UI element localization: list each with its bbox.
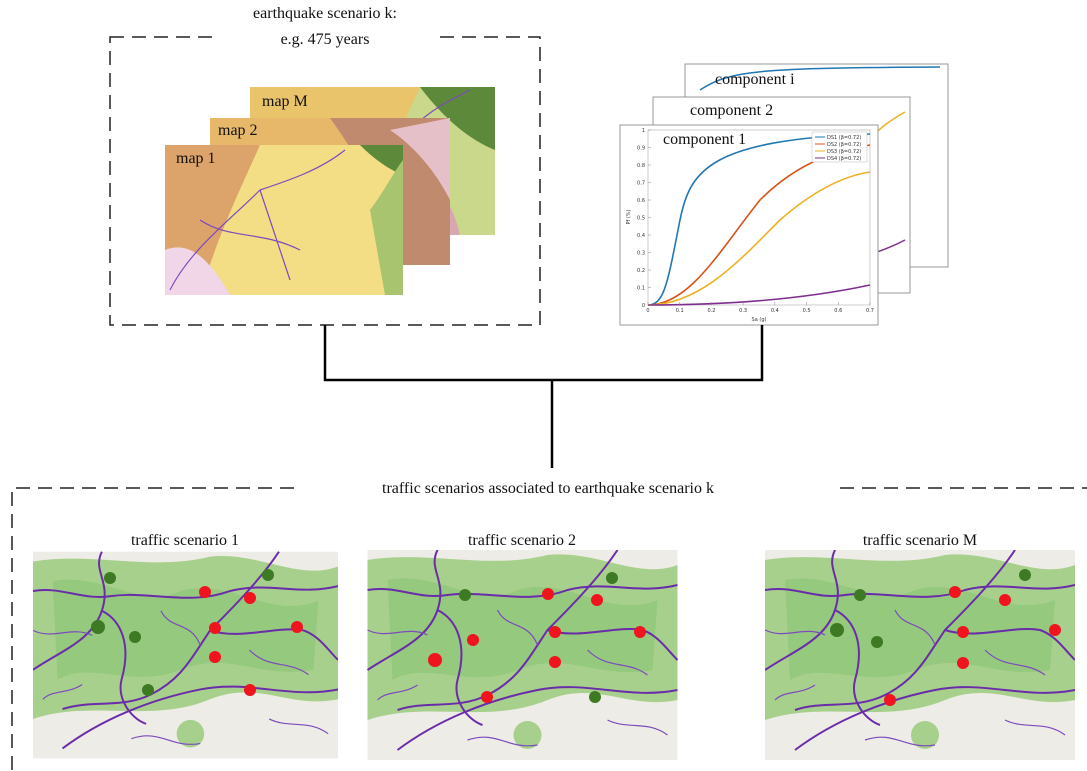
x-tick-label: 0.6	[834, 308, 842, 314]
y-axis-label: Pf (%)	[626, 209, 632, 224]
scenario-label: traffic scenario 2	[468, 532, 576, 549]
hazard-map-1	[165, 145, 403, 295]
y-tick-label: 0.8	[637, 163, 645, 169]
x-tick-label: 0	[646, 308, 649, 314]
y-tick-label: 0.4	[637, 233, 645, 239]
y-tick-label: 0.3	[637, 251, 645, 257]
map-label: map M	[262, 93, 308, 110]
y-tick-label: 0.1	[637, 286, 645, 292]
connector	[325, 325, 762, 468]
legend-entry: DS1 (β=0.72)	[827, 135, 861, 141]
traffic-map-2	[368, 550, 678, 760]
y-tick-label: 0.2	[637, 268, 645, 274]
y-tick-label: 0.7	[637, 181, 645, 187]
x-tick-label: 0.5	[803, 308, 811, 314]
y-tick-label: 0.9	[637, 146, 645, 152]
y-tick-label: 1	[642, 128, 645, 134]
y-tick-label: 0.6	[637, 198, 645, 204]
x-tick-label: 0.2	[707, 308, 715, 314]
component-label: component i	[715, 71, 795, 88]
x-tick-label: 0.4	[771, 308, 779, 314]
scenario-subtitle: e.g. 475 years	[281, 31, 370, 48]
scenario-label: traffic scenario M	[863, 532, 977, 549]
traffic-map-m	[765, 550, 1075, 760]
component-label: component 2	[690, 102, 773, 119]
y-tick-label: 0	[642, 303, 645, 309]
scenario-title: earthquake scenario k:	[253, 5, 397, 22]
x-tick-label: 0.1	[676, 308, 684, 314]
legend-entry: DS3 (β=0.72)	[827, 149, 861, 155]
x-tick-label: 0.3	[739, 308, 747, 314]
diagram: earthquake scenario k: e.g. 475 years ma…	[0, 0, 1087, 771]
legend-entry: DS4 (β=0.72)	[827, 156, 861, 162]
y-tick-label: 0.5	[637, 216, 645, 222]
map-label: map 2	[218, 122, 258, 139]
component-label: component 1	[663, 131, 746, 148]
fragility-plot-1	[620, 125, 878, 325]
x-tick-label: 0.7	[866, 308, 874, 314]
page: earthquake scenario k: e.g. 475 years ma…	[0, 0, 1087, 771]
legend-entry: DS2 (β=0.72)	[827, 142, 861, 148]
traffic-title: traffic scenarios associated to earthqua…	[382, 480, 714, 497]
x-axis-label: Sa (g)	[752, 317, 767, 323]
traffic-map-1	[33, 552, 338, 759]
map-label: map 1	[176, 150, 216, 167]
scenario-label: traffic scenario 1	[131, 532, 239, 549]
